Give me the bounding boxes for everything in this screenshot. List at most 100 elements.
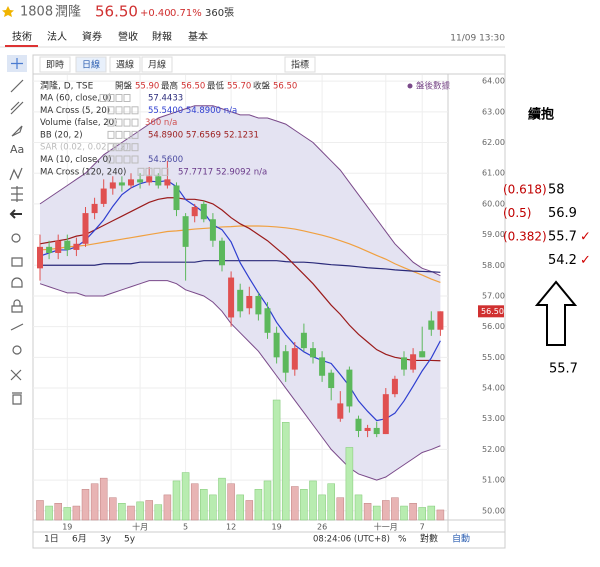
- tool-channel[interactable]: [10, 101, 24, 115]
- tab[interactable]: 技術: [12, 30, 32, 43]
- volume-bar: [409, 503, 417, 521]
- indicator-icon[interactable]: [123, 130, 131, 139]
- fib-price: 54.2: [548, 253, 577, 268]
- annotation-below: 55.7: [549, 362, 578, 377]
- candle-body: [200, 203, 207, 220]
- tool-cross-remove[interactable]: [10, 369, 22, 381]
- volume-bar: [309, 480, 317, 521]
- volume-bar: [363, 503, 372, 521]
- volume-bar: [391, 497, 399, 521]
- ohlc-value: 56.50: [273, 82, 297, 92]
- volume-bar: [336, 497, 345, 521]
- volume-bar: [345, 447, 354, 521]
- indicator-icon[interactable]: [161, 167, 169, 176]
- indicator-icon[interactable]: [99, 94, 107, 102]
- y-tick-label: 64.00: [482, 77, 505, 86]
- tool-back[interactable]: [9, 209, 22, 219]
- toolbar-button[interactable]: [109, 56, 141, 73]
- tool-brush[interactable]: [11, 125, 23, 137]
- toolbar-button[interactable]: [141, 56, 173, 73]
- tool-magnet[interactable]: [11, 277, 23, 288]
- volume-bar: [272, 399, 281, 521]
- range-button[interactable]: 3y: [100, 535, 112, 545]
- indicator-icon[interactable]: [123, 155, 131, 164]
- volume-bar: [181, 472, 190, 521]
- range-button[interactable]: 5y: [124, 535, 136, 545]
- indicator-line: [39, 197, 441, 362]
- indicator-icon[interactable]: [131, 106, 139, 115]
- toolbar-button[interactable]: [284, 56, 316, 73]
- tool-cross[interactable]: [11, 58, 23, 69]
- tool-trash[interactable]: [12, 392, 22, 405]
- toolbar-button[interactable]: [39, 56, 71, 73]
- tab[interactable]: 資券: [82, 30, 102, 43]
- indicator-icon[interactable]: [107, 143, 115, 152]
- indicator-icon[interactable]: [115, 155, 123, 164]
- indicator-icon[interactable]: [131, 143, 139, 152]
- toolbar-label: 日線: [82, 59, 100, 71]
- star[interactable]: [2, 6, 14, 17]
- range-button[interactable]: 6月: [72, 534, 87, 545]
- volume-bar: [163, 494, 172, 521]
- indicator-icon[interactable]: [115, 106, 123, 115]
- indicator-icon[interactable]: [123, 118, 131, 127]
- chart-frame: [32, 54, 506, 549]
- indicator-icon[interactable]: [107, 106, 115, 115]
- candle-body: [109, 182, 116, 189]
- tool-pattern[interactable]: [9, 167, 23, 181]
- volume-bar: [354, 494, 363, 521]
- tab[interactable]: 營收: [118, 30, 138, 43]
- tool-pen[interactable]: [10, 323, 24, 331]
- y-tick-label: 60.00: [482, 199, 505, 208]
- after-hours[interactable]: 盤後數據: [416, 81, 451, 92]
- candle-body: [209, 219, 216, 241]
- indicator-icon[interactable]: [123, 94, 131, 102]
- indicator-icon[interactable]: [131, 155, 139, 164]
- indicator-icon[interactable]: [115, 130, 123, 139]
- indicator-values: 54.5600: [148, 155, 183, 165]
- tool-lock[interactable]: [11, 299, 23, 313]
- tool-measure[interactable]: [11, 257, 23, 267]
- scale-option[interactable]: 對數: [420, 533, 438, 545]
- volume-bar: [327, 483, 335, 521]
- indicator-icon[interactable]: [107, 130, 115, 139]
- indicator-icon[interactable]: [115, 118, 123, 127]
- x-tick-label: 十月: [132, 522, 148, 532]
- tool-eye[interactable]: [12, 345, 22, 355]
- scale-option[interactable]: 自動: [452, 533, 470, 545]
- indicator-icon[interactable]: [123, 106, 131, 115]
- tool-fib[interactable]: [11, 186, 23, 202]
- tab[interactable]: 法人: [47, 30, 67, 43]
- range-button[interactable]: 1日: [44, 534, 59, 545]
- indicator-icon[interactable]: [131, 130, 139, 139]
- volume-bar: [418, 507, 426, 521]
- indicator-name: BB (20, 2): [40, 130, 83, 140]
- indicator-icon[interactable]: [115, 94, 123, 102]
- y-tick-label: 54.00: [482, 384, 505, 393]
- scale-option[interactable]: %: [398, 535, 407, 545]
- indicator-icon[interactable]: [137, 167, 145, 176]
- stock-code: 1808: [20, 5, 53, 20]
- tab[interactable]: 基本: [188, 30, 208, 43]
- indicator-icon[interactable]: [107, 155, 115, 164]
- stock-name: 潤隆: [55, 5, 81, 20]
- indicator-icon[interactable]: [145, 167, 153, 176]
- indicator-icon[interactable]: [123, 143, 131, 152]
- annotation-title: 續抱: [528, 107, 554, 123]
- indicator-icon[interactable]: [131, 118, 139, 127]
- indicator-icon[interactable]: [107, 94, 115, 102]
- volume-bar: [400, 505, 408, 521]
- volume-bar: [90, 483, 99, 521]
- volume-bar: [245, 500, 254, 521]
- indicator-icon[interactable]: [107, 118, 115, 127]
- tool-line[interactable]: [10, 79, 24, 93]
- indicator-icon[interactable]: [153, 167, 161, 176]
- tab[interactable]: 財報: [152, 30, 172, 43]
- candle-body: [219, 240, 225, 266]
- fib-ratio: (0.618): [503, 183, 547, 197]
- check-mark: ✓: [580, 253, 591, 268]
- toolbar-button[interactable]: [75, 56, 107, 73]
- volume-bar: [63, 507, 72, 521]
- indicator-icon[interactable]: [115, 143, 123, 152]
- tool-zoom[interactable]: [11, 233, 21, 243]
